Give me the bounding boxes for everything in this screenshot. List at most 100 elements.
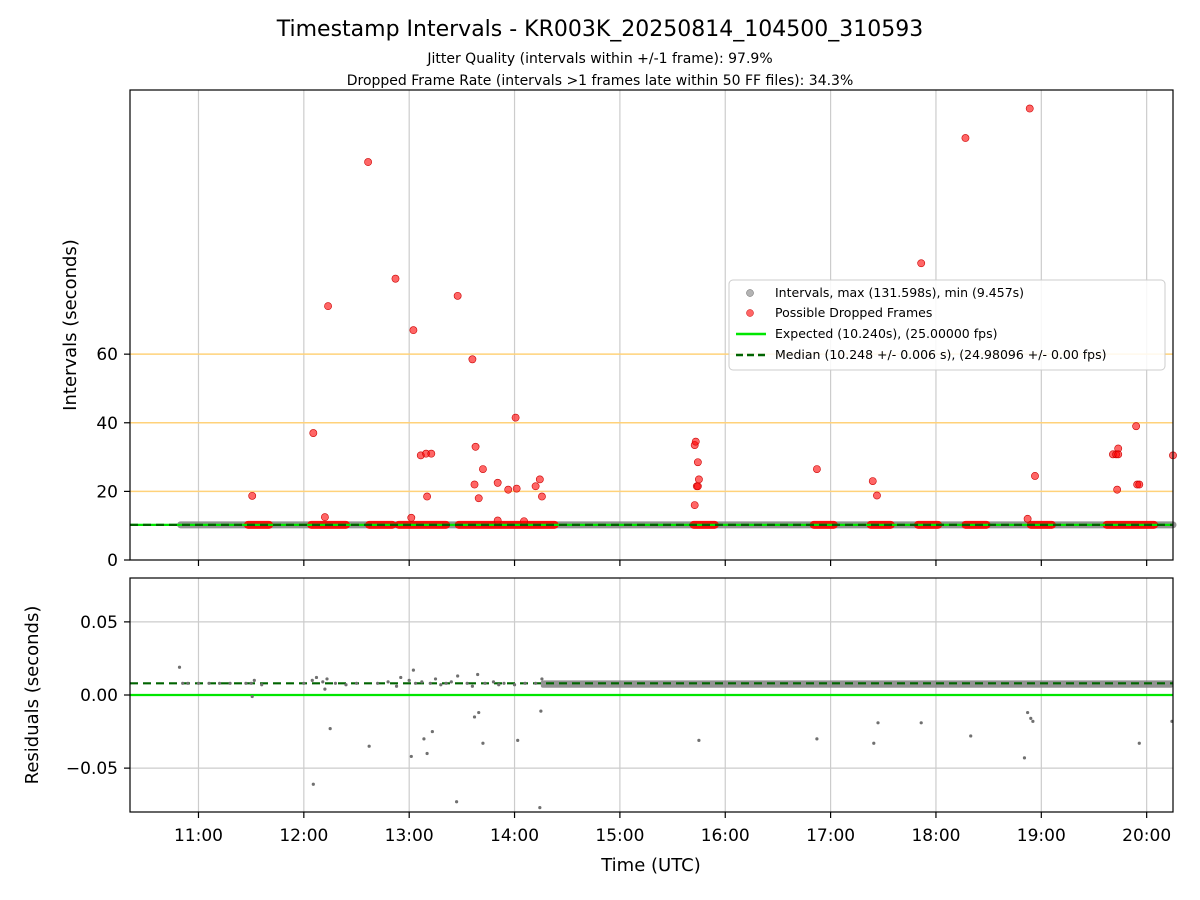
residual-point (456, 674, 460, 678)
residual-point (244, 681, 248, 685)
dropped-frame-point (813, 465, 821, 473)
residual-point (323, 687, 327, 691)
residual-point (876, 721, 880, 725)
x-tick-label: 20:00 (1122, 826, 1171, 846)
residual-point (472, 715, 477, 719)
residual-point (454, 800, 459, 804)
bottom-y-tick-label: −0.05 (66, 759, 118, 779)
residual-point (497, 683, 501, 687)
dropped-frame-point (1025, 104, 1034, 113)
x-tick-label: 12:00 (279, 826, 328, 846)
residual-point (1026, 710, 1030, 715)
dropped-frame-point (427, 449, 436, 458)
x-tick-label: 13:00 (385, 826, 434, 846)
bottom-axis-ticks: −0.05 0.00 0.05 11:00 12:00 13:00 14:00 15:00 16… (66, 613, 1171, 846)
dropped-frame-point (493, 478, 502, 487)
dropped-frame-point (512, 484, 521, 493)
dropped-frame-point (873, 491, 881, 500)
dropped-frame-point (535, 475, 544, 484)
residual-point (872, 741, 876, 745)
bottom-y-axis-label: Residuals (seconds) (22, 606, 43, 785)
residual-point (302, 681, 306, 685)
residual-point (333, 681, 338, 685)
dropped-frame-point (531, 482, 540, 491)
residual-point (476, 672, 480, 677)
dropped-frame-point (468, 355, 477, 364)
dropped-frame-point (423, 492, 431, 501)
residual-point (399, 675, 403, 680)
chart-subtitle-dropped: Dropped Frame Rate (intervals >1 frames … (347, 73, 854, 89)
residual-point (310, 678, 314, 682)
legend-label-expected: Expected (10.240s), (25.00000 fps) (775, 326, 997, 341)
dropped-frame-point (321, 513, 329, 522)
residual-point (815, 737, 819, 741)
dropped-frame-point (474, 494, 483, 503)
dropped-frame-point (309, 429, 318, 437)
residual-point (969, 734, 973, 738)
dropped-frame-point (511, 413, 520, 422)
residual-point (181, 681, 185, 685)
residual-point (512, 683, 517, 687)
dropped-frame-point (868, 477, 877, 485)
residual-point (516, 738, 520, 742)
dropped-frame-point (1114, 450, 1123, 459)
residual-point (409, 754, 413, 759)
dropped-frame-point (470, 480, 479, 489)
dropped-frame-point (391, 274, 400, 283)
residual-point (422, 737, 426, 741)
residual-point (483, 681, 487, 685)
legend-label-dropped: Possible Dropped Frames (775, 305, 932, 320)
residual-point (539, 709, 543, 713)
residual-point (430, 729, 434, 734)
legend-marker-dropped (746, 309, 754, 317)
legend-label-median: Median (10.248 +/- 0.006 s), (24.98096 +… (775, 347, 1106, 362)
bottom-y-tick-label: 0.00 (80, 686, 118, 706)
legend-marker-intervals (746, 289, 754, 297)
dropped-frame-point (693, 482, 702, 491)
top-y-tick-label: 20 (96, 482, 118, 502)
dropped-frame-point (504, 485, 513, 494)
residual-point (1031, 719, 1035, 723)
dropped-frame-point (917, 259, 926, 268)
x-tick-label: 15:00 (595, 826, 644, 846)
dropped-frame-point (1132, 422, 1141, 431)
residual-point (919, 721, 923, 725)
top-panel-frame (129, 89, 1174, 561)
residual-point (444, 681, 448, 685)
legend-box (728, 279, 1166, 371)
residual-point (325, 677, 329, 681)
x-tick-label: 14:00 (490, 826, 539, 846)
dropped-frame-point (1031, 472, 1039, 480)
dropped-frame-point (690, 501, 699, 510)
residual-point (228, 681, 232, 685)
bottom-panel: −0.05 0.00 0.05 11:00 12:00 13:00 14:00 15:00 16… (22, 577, 1174, 876)
residual-point (491, 680, 496, 684)
residual-point (177, 665, 182, 669)
residual-point (344, 683, 348, 687)
residual-point (420, 680, 424, 684)
legend-label-intervals: Intervals, max (131.598s), min (9.457s) (775, 285, 1024, 300)
chart-title: Timestamp Intervals - KR003K_20250814_10… (276, 17, 924, 42)
dropped-frame-point (693, 458, 702, 467)
residual-point (196, 681, 201, 685)
dropped-frame-point (453, 291, 462, 300)
dropped-frame-point (961, 134, 970, 142)
residual-point (540, 677, 544, 681)
residual-point (428, 681, 432, 685)
residual-point (470, 684, 474, 688)
residual-point (311, 782, 315, 786)
dropped-frame-point (695, 475, 703, 484)
legend: Intervals, max (131.598s), min (9.457s) … (728, 279, 1166, 371)
residual-point (394, 684, 399, 688)
residual-point (1029, 716, 1033, 721)
residual-point (314, 675, 319, 680)
residual-point (407, 678, 411, 682)
residual-point (386, 680, 390, 684)
top-y-axis-label: Intervals (seconds) (60, 239, 81, 411)
residual-point (433, 677, 438, 681)
top-axis-ticks: 0 20 40 60 (96, 345, 1148, 571)
dropped-frame-point (493, 516, 502, 525)
residual-point (481, 741, 485, 745)
residual-point (534, 681, 538, 685)
chart-subtitle-jitter: Jitter Quality (intervals within +/-1 fr… (426, 51, 772, 67)
